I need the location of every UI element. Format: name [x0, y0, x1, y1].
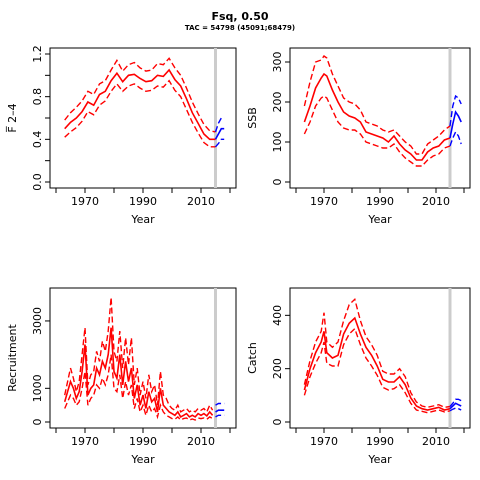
- ssb-projection-lower-line: [449, 130, 462, 147]
- panel-ssb: 1970 1990 2010 Year 0 100 200 300 SSB: [246, 47, 471, 226]
- ssb-x-tick-label: 1970: [310, 195, 338, 208]
- catch-y-tick-label: 0: [271, 419, 284, 426]
- fbar-x-tick-label: 2010: [187, 195, 215, 208]
- panel-recruitment: 1970 1990 2010 Year 0 1000 3000 Recruitment: [6, 287, 237, 466]
- catch-x-tick-label: 2010: [422, 435, 450, 448]
- fbar-x-tick-label: 1970: [71, 195, 99, 208]
- recruitment-projection-median-line: [215, 409, 225, 413]
- fbar-historic-lower-line: [64, 79, 216, 148]
- ssb-y-tick-label: 200: [271, 92, 284, 113]
- fbar-y-tick-label: 0.8: [31, 88, 44, 106]
- ssb-historic-median-line: [303, 72, 451, 161]
- ssb-x-axis-label: Year: [367, 213, 392, 226]
- fbar-y-tick-label: 1.2: [31, 45, 44, 63]
- catch-y-tick-label: 200: [271, 358, 284, 379]
- ssb-historic-lower-line: [303, 95, 451, 167]
- recruitment-x-tick-label: 1990: [129, 435, 157, 448]
- recruitment-y-tick-label: 3000: [31, 307, 44, 335]
- fbar-projection-median-line: [214, 127, 225, 140]
- ssb-historic-upper-line: [303, 55, 451, 155]
- catch-y-axis-label: Catch: [246, 342, 259, 374]
- catch-historic-lower-line: [303, 327, 451, 414]
- recruitment-historic-median-line: [63, 327, 214, 418]
- recruitment-x-tick-label: 2010: [187, 435, 215, 448]
- ssb-projection-upper-line: [449, 94, 462, 127]
- fbar-y-tick-label: 0.4: [31, 131, 44, 149]
- fbar-y-axis-label: F̅ 2–4: [6, 103, 19, 132]
- catch-projection-lower-line: [449, 407, 462, 412]
- fbar-plot-frame: [49, 47, 237, 189]
- recruitment-y-axis-label: Recruitment: [6, 324, 19, 392]
- figure-title: Fsq, 0.50: [211, 10, 269, 23]
- catch-historic-upper-line: [303, 297, 451, 409]
- ssb-y-axis-label: SSB: [246, 107, 259, 129]
- recruitment-historic-upper-line: [64, 297, 214, 414]
- recruitment-plot-frame: [49, 287, 237, 429]
- ssb-y-tick-label: 0: [271, 179, 284, 186]
- ssb-x-tick-label: 2010: [422, 195, 450, 208]
- fbar-x-tick-label: 1990: [129, 195, 157, 208]
- fbar-projection-upper-line: [214, 117, 225, 133]
- ssb-y-tick-label: 100: [271, 132, 284, 153]
- catch-projection-median-line: [449, 402, 462, 410]
- fbar-historic-median-line: [64, 68, 216, 141]
- panel-catch: 1970 1990 2010 Year 0 200 400 Catch: [246, 287, 471, 466]
- fbar-projection-lower-line: [214, 138, 225, 148]
- catch-plot-frame: [289, 287, 471, 429]
- recruitment-projection-upper-line: [215, 402, 225, 406]
- panel-fbar: 1970 1990 2010 Year 0.0 0.4 0.8 1.2 F̅ 2–4: [6, 45, 237, 226]
- ssb-plot-frame: [289, 47, 471, 189]
- figure-subtitle: TAC = 54798 (45091;68479): [184, 24, 296, 32]
- recruitment-historic-lower-line: [64, 354, 213, 421]
- recruitment-x-axis-label: Year: [130, 453, 155, 466]
- ssb-projection-median-line: [449, 110, 462, 139]
- catch-historic-median-line: [303, 316, 451, 411]
- recruitment-y-tick-label: 0: [31, 419, 44, 426]
- recruitment-x-tick-label: 1970: [71, 435, 99, 448]
- fbar-x-axis-label: Year: [130, 213, 155, 226]
- catch-projection-upper-line: [449, 398, 462, 407]
- fbar-y-tick-label: 0.0: [31, 173, 44, 191]
- ssb-y-tick-label: 300: [271, 52, 284, 73]
- recruitment-y-tick-label: 1000: [31, 374, 44, 402]
- recruitment-projection-lower-line: [215, 414, 225, 418]
- catch-x-axis-label: Year: [367, 453, 392, 466]
- ssb-x-tick-label: 1990: [366, 195, 394, 208]
- fbar-historic-upper-line: [64, 57, 216, 133]
- catch-x-tick-label: 1970: [310, 435, 338, 448]
- catch-x-tick-label: 1990: [366, 435, 394, 448]
- catch-y-tick-label: 400: [271, 305, 284, 326]
